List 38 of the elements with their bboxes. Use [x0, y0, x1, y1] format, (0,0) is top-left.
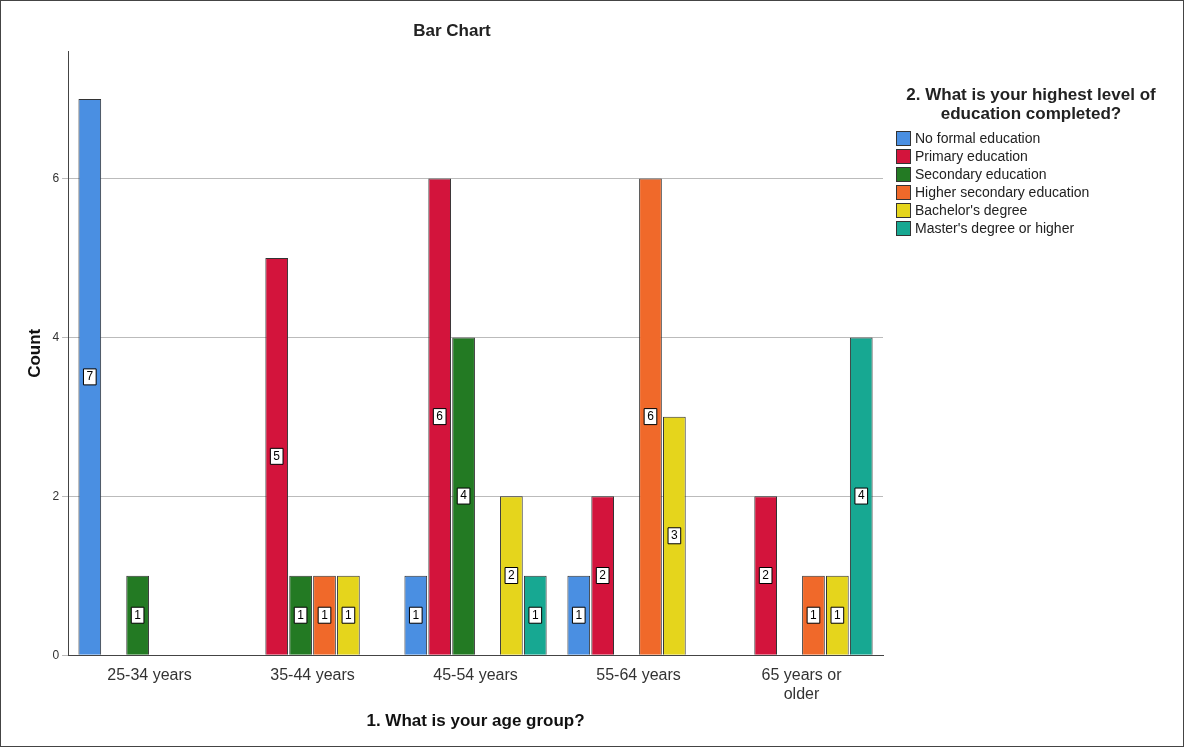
- data-label: 1: [810, 607, 818, 622]
- x-tick-label: 45-54 years: [433, 666, 518, 684]
- data-label: 1: [531, 607, 539, 622]
- x-tick-label: 55-64 years: [596, 666, 681, 684]
- legend-label: Primary education: [915, 148, 1028, 164]
- legend-label: Bachelor's degree: [915, 202, 1028, 218]
- y-tick-label: 6: [52, 170, 60, 185]
- x-tick-label: 35-44 years: [270, 666, 355, 684]
- data-label: 1: [321, 607, 329, 622]
- chart-title: Bar Chart: [413, 20, 492, 40]
- data-label: 1: [412, 607, 420, 622]
- data-label: 7: [86, 369, 94, 384]
- legend-title: 2. What is your highest level of education completed?: [905, 85, 1157, 123]
- data-label: 2: [508, 567, 516, 582]
- y-axis-title: Count: [24, 328, 44, 378]
- legend-label: Master's degree or higher: [915, 220, 1075, 236]
- y-tick-label: 0: [52, 647, 60, 662]
- legend-label: Higher secondary education: [915, 184, 1090, 200]
- y-tick-label: 4: [52, 329, 60, 344]
- data-label: 6: [647, 408, 655, 423]
- y-tick-label: 2: [52, 488, 60, 503]
- data-label: 4: [857, 488, 865, 503]
- data-label: 1: [834, 607, 842, 622]
- data-label: 1: [297, 607, 305, 622]
- data-label: 2: [599, 567, 607, 582]
- data-label: 5: [273, 448, 281, 463]
- x-tick-label: 25-34 years: [107, 666, 192, 684]
- data-label: 2: [762, 567, 770, 582]
- data-label: 4: [460, 488, 468, 503]
- data-label: 1: [575, 607, 583, 622]
- data-label: 1: [345, 607, 353, 622]
- data-label: 3: [671, 528, 679, 543]
- data-label: 1: [134, 607, 142, 622]
- x-tick-label: 65 years or older: [761, 666, 843, 703]
- data-label: 6: [436, 408, 444, 423]
- legend-label: Secondary education: [915, 166, 1047, 182]
- x-axis-title: 1. What is your age group?: [366, 711, 585, 731]
- legend-label: No formal education: [915, 130, 1041, 146]
